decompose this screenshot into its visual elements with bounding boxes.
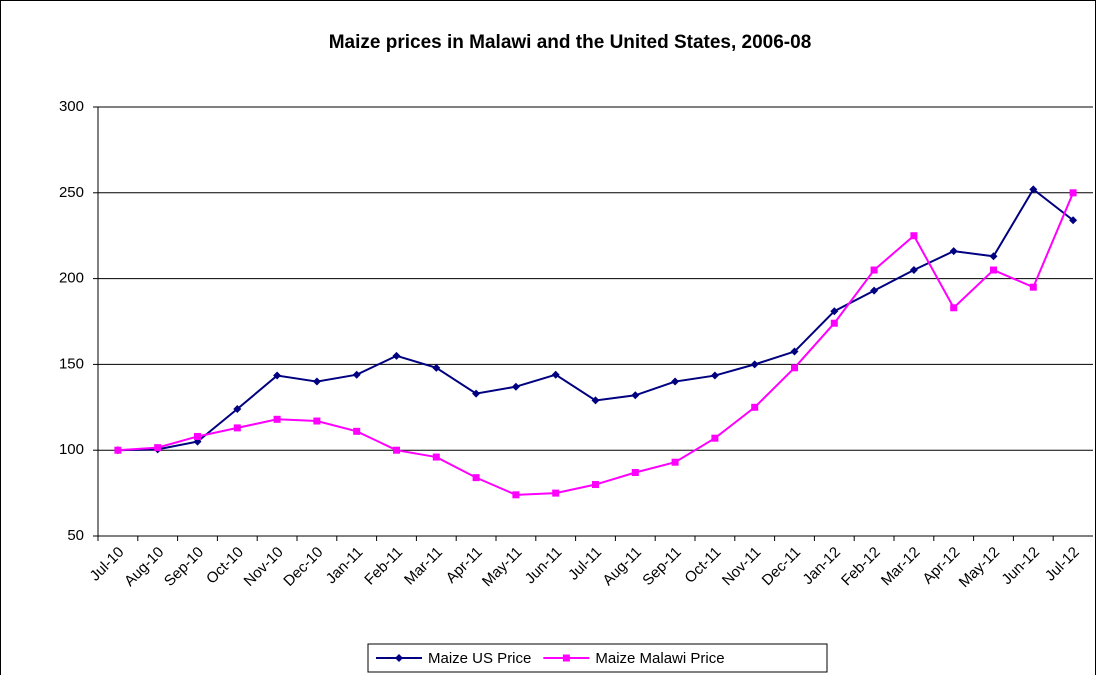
marker: [751, 403, 759, 411]
y-tick-label: 100: [59, 441, 84, 458]
marker: [671, 377, 680, 386]
marker: [830, 307, 839, 316]
legend-box: [367, 643, 828, 673]
marker: [511, 382, 520, 391]
marker: [154, 444, 162, 452]
y-tick-label: 200: [59, 270, 84, 287]
marker: [990, 266, 997, 274]
marker: [233, 424, 241, 432]
marker: [592, 481, 599, 489]
y-tick-label: 300: [59, 98, 84, 115]
marker: [353, 427, 361, 435]
marker: [393, 446, 400, 454]
marker: [472, 389, 481, 398]
legend: Maize US Price Maize Malawi Price: [367, 643, 828, 673]
marker: [671, 458, 679, 466]
marker: [312, 377, 321, 386]
marker: [950, 304, 958, 312]
marker: [233, 405, 242, 414]
marker: [472, 474, 480, 482]
marker: [512, 491, 520, 499]
marker: [870, 266, 878, 274]
marker: [551, 370, 560, 379]
marker: [750, 360, 759, 369]
marker: [910, 232, 918, 240]
marker: [830, 319, 838, 327]
marker: [949, 247, 958, 256]
chart-title: Maize prices in Malawi and the United St…: [329, 32, 812, 53]
legend-label: Maize Malawi Price: [595, 650, 724, 667]
marker: [909, 266, 918, 275]
marker: [273, 371, 282, 380]
marker: [631, 469, 639, 477]
marker: [1029, 283, 1037, 291]
marker: [313, 417, 321, 425]
marker: [432, 363, 441, 372]
marker: [711, 434, 719, 442]
marker: [870, 286, 879, 295]
marker: [1029, 185, 1038, 194]
marker: [989, 252, 998, 261]
marker: [562, 654, 570, 662]
marker: [1069, 189, 1077, 197]
legend-label: Maize US Price: [428, 650, 531, 667]
y-tick-label: 250: [59, 184, 84, 201]
marker: [631, 391, 640, 400]
marker: [432, 453, 440, 461]
marker: [710, 371, 719, 380]
marker: [114, 446, 122, 454]
marker: [395, 654, 403, 662]
marker: [1069, 216, 1078, 225]
y-tick-label: 150: [59, 355, 84, 372]
marker: [591, 396, 600, 405]
marker: [352, 370, 361, 379]
marker: [552, 489, 560, 497]
marker: [791, 364, 798, 372]
marker: [273, 415, 281, 423]
marker: [790, 347, 799, 356]
marker: [392, 351, 401, 360]
y-tick-label: 50: [67, 527, 84, 544]
marker: [194, 432, 201, 440]
series: [114, 189, 1077, 499]
